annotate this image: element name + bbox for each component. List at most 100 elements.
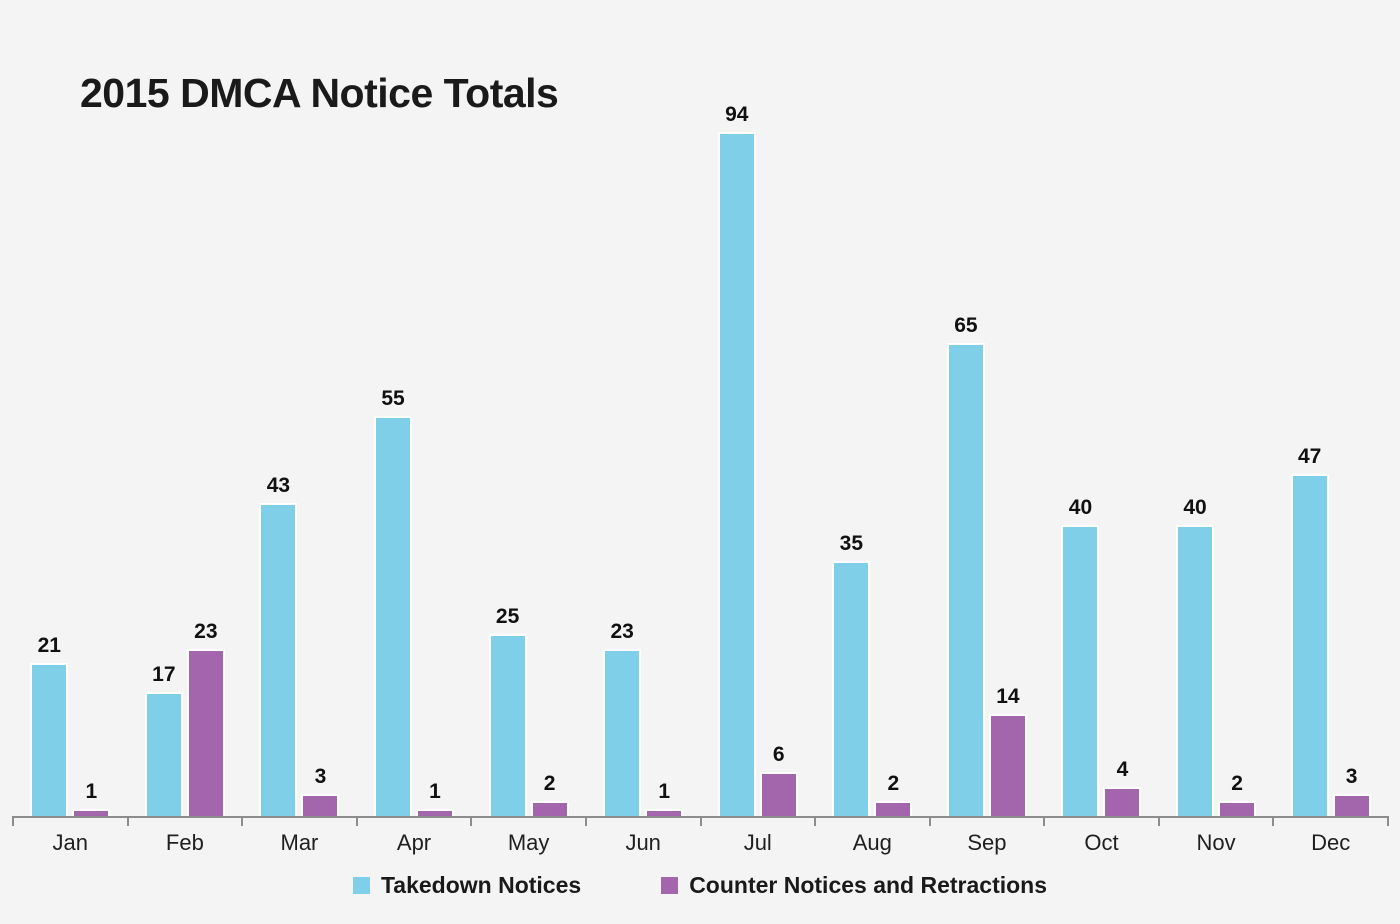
chart-title: 2015 DMCA Notice Totals [80, 70, 559, 116]
x-axis-labels: Jan Feb Mar Apr May Jun Jul Aug Sep Oct Nov Dec [13, 830, 1388, 856]
legend-item-takedown-notices: Takedown Notices [352, 872, 582, 898]
bar-value-label: 1 [85, 780, 98, 803]
bar-group-oct: 40 4 [1044, 497, 1159, 816]
x-axis-label-mar: Mar [280, 830, 319, 855]
bar-value-label: 94 [725, 103, 749, 126]
bar-column-counter-notices-and-retractions-sep: 14 [988, 685, 1027, 816]
bar-takedown-notices [946, 343, 985, 816]
plot-area: 21 1 17 23 43 3 55 1 25 2 23 1 94 6 35 2 65 14 40 4 40 2 47 3 [13, 104, 1388, 816]
x-axis-label-aug: Aug [852, 830, 892, 855]
legend-label-counter-notices-and-retractions: Counter Notices and Retractions [689, 872, 1048, 898]
bar-column-takedown-notices-may: 25 [488, 605, 527, 816]
bar-column-takedown-notices-aug: 35 [832, 532, 871, 816]
x-axis-label-jan: Jan [52, 830, 89, 855]
bar-takedown-notices [603, 649, 642, 816]
bar-group-feb: 17 23 [128, 621, 243, 816]
bar-counter-notices-and-retractions [1332, 794, 1371, 816]
bar-value-label: 1 [658, 780, 671, 803]
x-axis-tick [1043, 816, 1046, 826]
bar-column-takedown-notices-nov: 40 [1176, 496, 1215, 816]
bar-column-takedown-notices-jun: 23 [603, 621, 642, 816]
x-axis-label-oct: Oct [1084, 830, 1119, 855]
bar-value-label: 47 [1297, 445, 1322, 468]
bar-value-label: 25 [495, 605, 520, 628]
x-axis-tick [814, 816, 817, 826]
x-axis-tick [355, 816, 358, 826]
bar-counter-notices-and-retractions [530, 801, 569, 816]
bar-column-takedown-notices-sep: 65 [946, 314, 985, 816]
bar-takedown-notices [832, 561, 871, 816]
x-axis-label-jun: Jun [625, 830, 661, 855]
bar-column-takedown-notices-jul: 94 [717, 103, 756, 816]
bar-group-may: 25 2 [471, 606, 586, 816]
bar-column-takedown-notices-jan: 21 [30, 634, 69, 816]
bar-takedown-notices [1290, 474, 1329, 816]
x-axis-tick [241, 816, 244, 826]
x-axis-tick [584, 816, 587, 826]
bar-value-label: 4 [1116, 758, 1129, 781]
bar-takedown-notices [717, 132, 756, 816]
bar-value-label: 2 [1231, 772, 1243, 795]
bar-column-counter-notices-and-retractions-apr: 1 [416, 780, 455, 816]
bar-group-jun: 23 1 [586, 621, 701, 816]
x-axis-label-may: May [507, 830, 550, 855]
bar-value-label: 6 [772, 743, 785, 766]
x-axis-line [12, 816, 1389, 826]
bar-value-label: 23 [194, 620, 218, 643]
bar-value-label: 3 [1345, 765, 1358, 788]
bar-takedown-notices [259, 503, 298, 816]
bar-group-nov: 40 2 [1159, 497, 1274, 816]
bar-column-counter-notices-and-retractions-mar: 3 [301, 765, 340, 816]
bar-value-label: 21 [37, 634, 61, 657]
bar-counter-notices-and-retractions [759, 772, 798, 816]
x-axis-label-sep: Sep [967, 830, 1007, 855]
legend-label-takedown-notices: Takedown Notices [380, 872, 582, 898]
legend-swatch-takedown-notices [352, 877, 370, 894]
bar-column-counter-notices-and-retractions-aug: 2 [874, 773, 913, 816]
legend-item-counter-notices-and-retractions: Counter Notices and Retractions [661, 874, 1047, 897]
bar-value-label: 17 [152, 663, 176, 686]
bar-column-takedown-notices-dec: 47 [1290, 445, 1329, 816]
bar-column-counter-notices-and-retractions-jan: 1 [72, 780, 111, 816]
chart-legend: Takedown Notices Counter Notices and Retr… [0, 874, 1400, 897]
bar-counter-notices-and-retractions [1218, 801, 1257, 816]
x-axis-label-jul: Jul [743, 830, 772, 855]
x-axis-label-feb: Feb [165, 830, 204, 855]
bar-value-label: 65 [954, 314, 978, 337]
bar-column-counter-notices-and-retractions-may: 2 [530, 773, 569, 816]
bar-group-apr: 55 1 [357, 388, 472, 816]
x-axis-label-apr: Apr [396, 830, 432, 855]
x-axis-tick [470, 816, 473, 826]
bar-counter-notices-and-retractions [186, 649, 225, 816]
x-axis-tick [1157, 816, 1160, 826]
bar-column-takedown-notices-oct: 40 [1061, 496, 1100, 816]
bar-value-label: 1 [429, 780, 441, 803]
bar-takedown-notices [1176, 525, 1215, 816]
bar-group-dec: 47 3 [1273, 446, 1388, 816]
bar-counter-notices-and-retractions [988, 714, 1027, 816]
bar-value-label: 3 [314, 765, 327, 788]
bar-takedown-notices [488, 634, 527, 816]
bar-counter-notices-and-retractions [645, 809, 684, 816]
bar-counter-notices-and-retractions [416, 809, 455, 816]
bar-counter-notices-and-retractions [874, 801, 913, 816]
bar-takedown-notices [374, 416, 413, 816]
bar-column-counter-notices-and-retractions-nov: 2 [1218, 772, 1257, 816]
bar-group-mar: 43 3 [242, 475, 357, 816]
bar-value-label: 40 [1183, 496, 1207, 519]
bar-takedown-notices [144, 692, 183, 816]
bar-column-takedown-notices-mar: 43 [259, 475, 298, 816]
bar-group-aug: 35 2 [815, 533, 930, 816]
bar-column-counter-notices-and-retractions-feb: 23 [186, 620, 225, 816]
bar-column-takedown-notices-apr: 55 [374, 388, 413, 816]
bar-column-counter-notices-and-retractions-jun: 1 [645, 780, 684, 816]
x-axis-tick [12, 816, 14, 826]
bar-column-counter-notices-and-retractions-jul: 6 [759, 743, 798, 816]
bar-value-label: 40 [1068, 496, 1093, 519]
x-axis-tick [126, 816, 129, 826]
bar-group-sep: 65 14 [930, 315, 1045, 816]
bar-takedown-notices [1061, 525, 1100, 816]
bar-value-label: 35 [839, 532, 863, 555]
bar-value-label: 14 [996, 685, 1020, 708]
